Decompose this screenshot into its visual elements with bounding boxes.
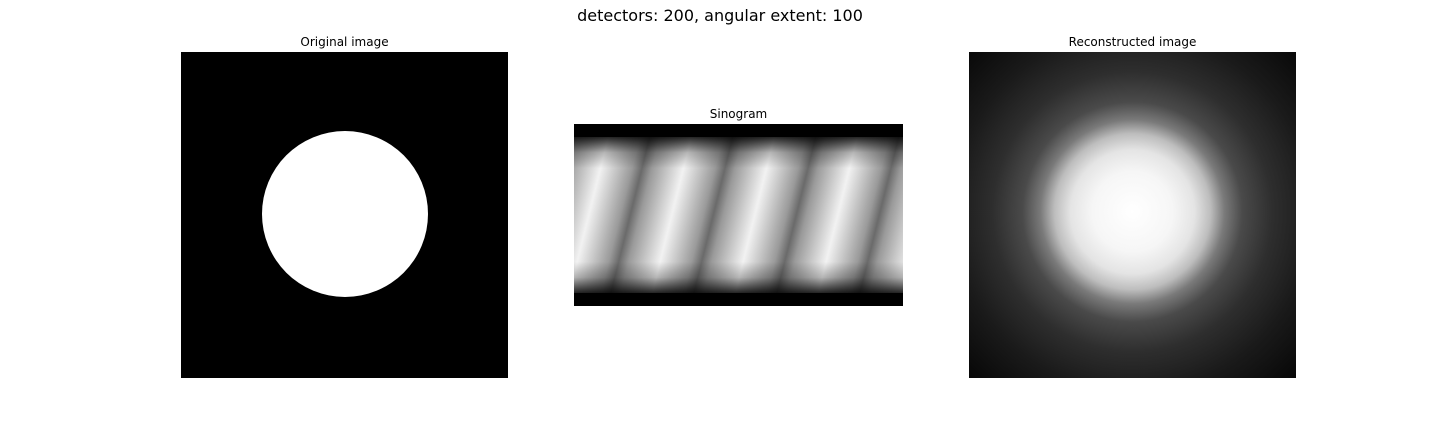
sinogram-title: Sinogram bbox=[709, 107, 768, 121]
original-image bbox=[181, 52, 508, 378]
figure-suptitle: detectors: 200, angular extent: 100 bbox=[577, 6, 863, 25]
sinogram-image bbox=[574, 124, 903, 306]
reconstructed-image-title: Reconstructed image bbox=[1068, 35, 1197, 49]
original-image-title: Original image bbox=[300, 35, 389, 49]
white-disc bbox=[262, 131, 428, 297]
reconstructed-image bbox=[969, 52, 1296, 378]
sinogram-graphic bbox=[574, 124, 903, 306]
